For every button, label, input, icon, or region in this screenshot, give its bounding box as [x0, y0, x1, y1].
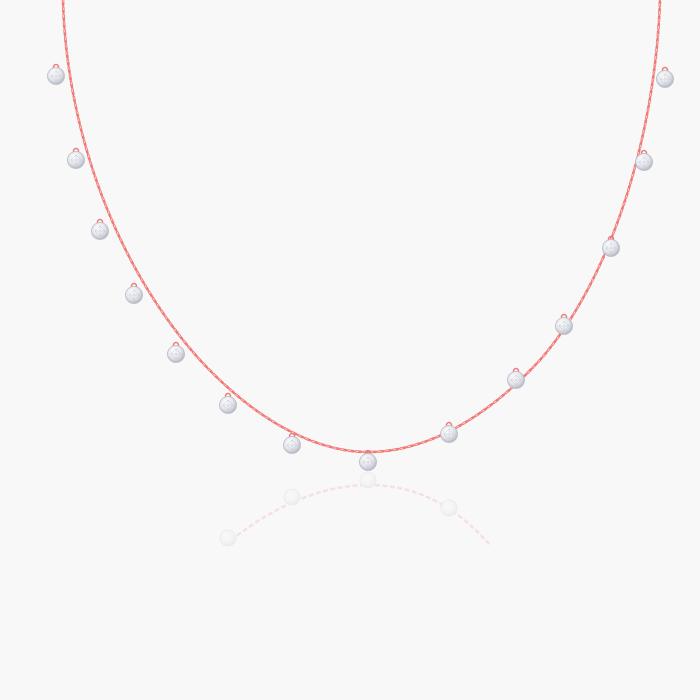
- diamond-pendant: [359, 449, 377, 471]
- diamond-pendant: [219, 392, 237, 414]
- diamond-pendant: [635, 149, 653, 171]
- necklace-reflection: [219, 471, 491, 547]
- diamond-pendant: [67, 147, 85, 169]
- reflection-pendant: [283, 488, 301, 506]
- diamond-pendant: [507, 367, 525, 389]
- diamond-pendant: [555, 313, 573, 335]
- reflection-pendant: [359, 471, 377, 489]
- diamond-pendant: [91, 218, 109, 240]
- reflection-pendant: [440, 499, 458, 517]
- diamond-pendant: [125, 282, 143, 304]
- diamond-pendant: [47, 63, 65, 85]
- diamond-pendant: [602, 235, 620, 257]
- diamond-pendant: [283, 432, 301, 454]
- diamond-pendant: [440, 421, 458, 443]
- diamond-pendant: [656, 66, 674, 88]
- reflection-pendant: [219, 529, 237, 547]
- diamond-pendant: [167, 341, 185, 363]
